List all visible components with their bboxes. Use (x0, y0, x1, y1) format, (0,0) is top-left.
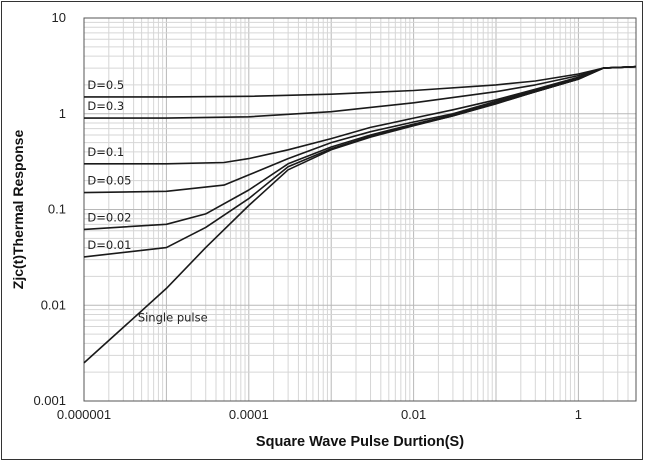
y-tick-label: 1 (59, 106, 66, 121)
series-label: D=0.02 (87, 210, 131, 224)
series-line (83, 65, 637, 364)
series-line (83, 65, 637, 194)
series-line (84, 65, 637, 165)
series-label: D=0.01 (87, 238, 131, 252)
x-axis-title: Square Wave Pulse Durtion(S) (256, 434, 464, 450)
x-tick-label: 0.0001 (229, 407, 269, 422)
x-tick-label: 1 (575, 407, 582, 422)
series-label: D=0.1 (87, 145, 124, 159)
series-lines (83, 65, 637, 364)
tick-labels: 0.000001 0.0001 0.01 1 0.001 0.01 0.1 1 10 (33, 10, 582, 422)
series-label: Single pulse (138, 310, 208, 324)
y-tick-label: 0.1 (48, 202, 66, 217)
x-tick-label: 0.01 (401, 407, 426, 422)
grid-lines (83, 17, 637, 402)
y-tick-label: 0.001 (33, 393, 66, 408)
y-tick-label: 0.01 (41, 297, 66, 312)
y-axis-title: Zjc(t)Thermal Response (10, 130, 26, 290)
series-label: D=0.3 (87, 99, 124, 113)
y-tick-label: 10 (52, 10, 66, 25)
x-tick-label: 0.000001 (57, 407, 111, 422)
series-label: D=0.5 (87, 78, 124, 92)
plot-area (83, 17, 637, 402)
series-label: D=0.05 (87, 174, 131, 188)
series-labels: D=0.5 D=0.3 D=0.1 D=0.05 D=0.02 D=0.01 Single … (87, 78, 207, 324)
